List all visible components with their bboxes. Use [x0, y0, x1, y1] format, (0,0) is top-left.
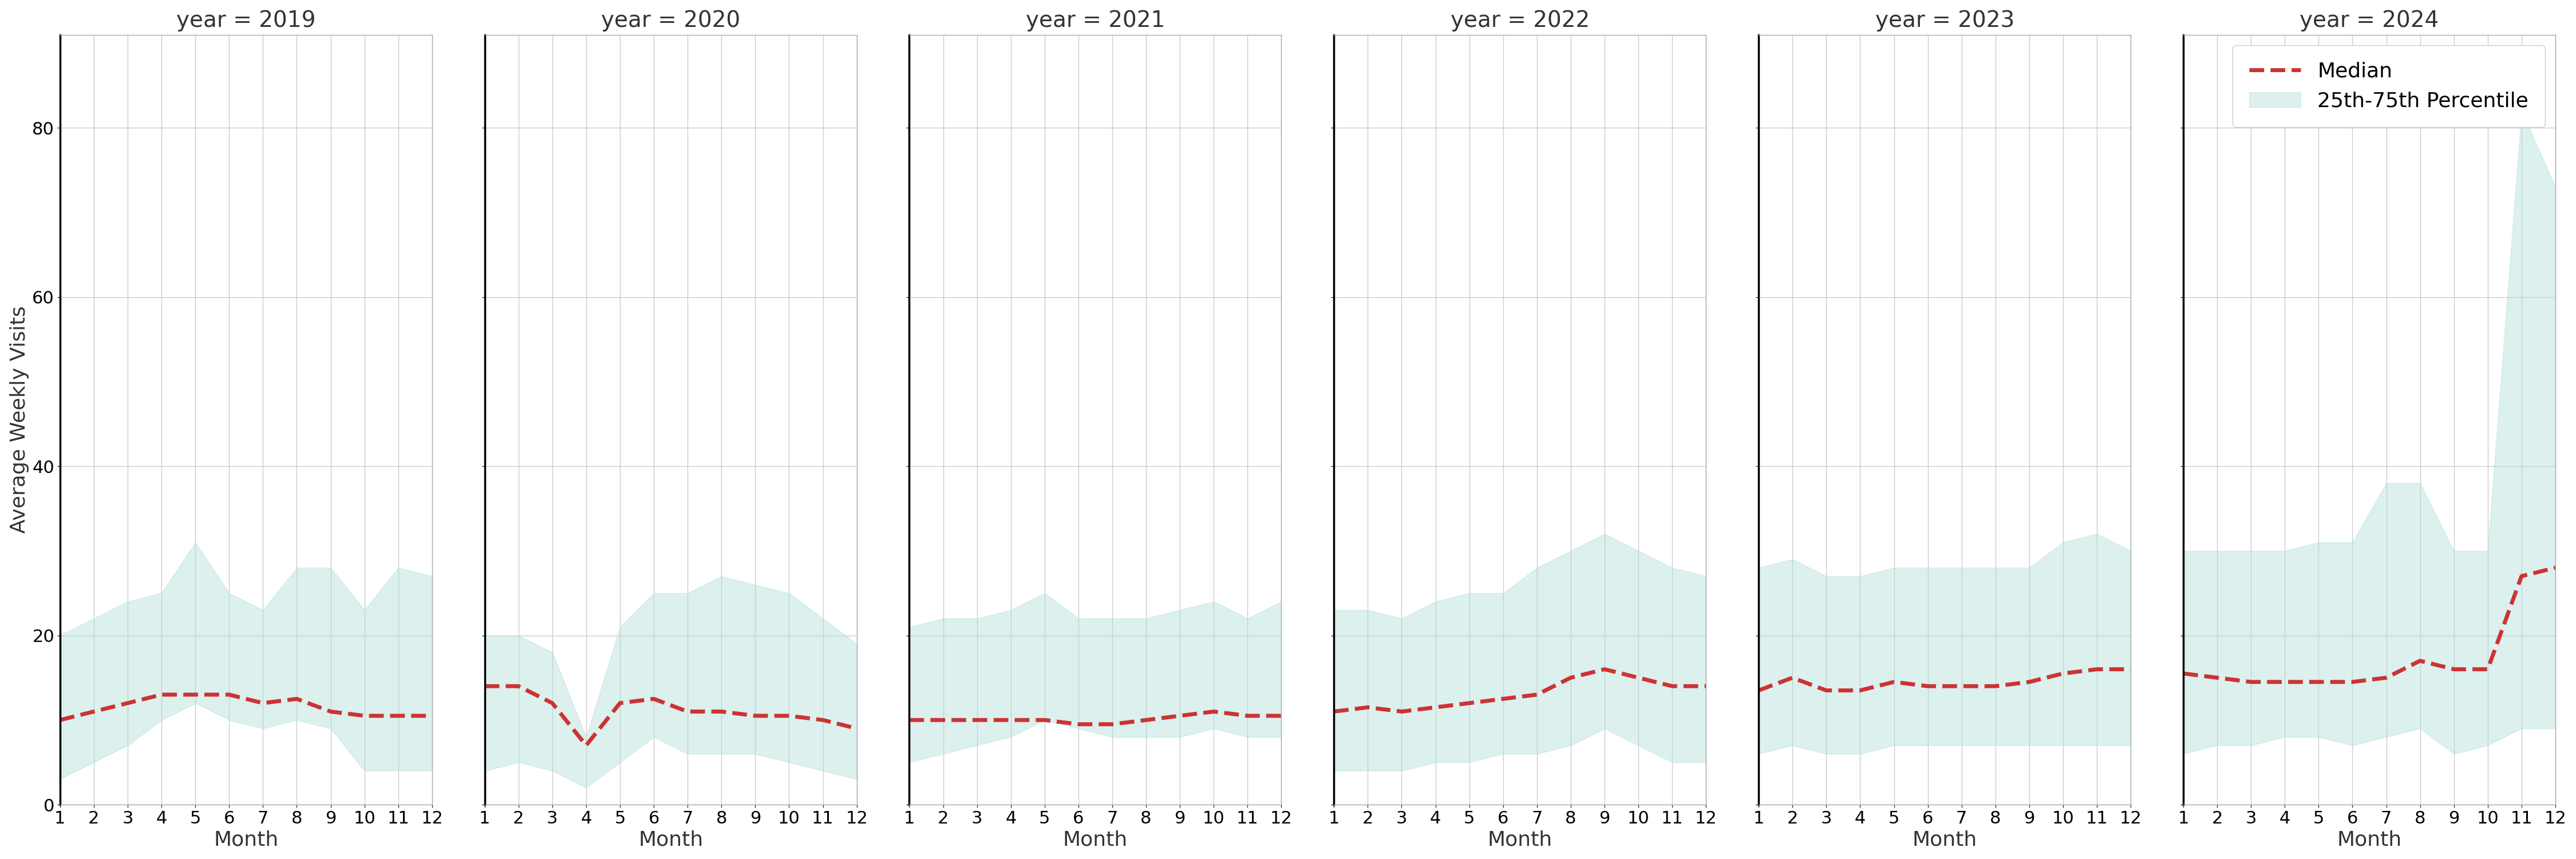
Y-axis label: Average Weekly Visits: Average Weekly Visits	[10, 306, 28, 533]
Median	[2403, 655, 2434, 666]
Median	[1945, 681, 1976, 691]
Median	[1522, 690, 1553, 700]
Median	[2336, 677, 2367, 687]
Median	[1097, 719, 1128, 729]
Median	[894, 715, 925, 725]
Median	[1623, 673, 1654, 683]
Median	[2473, 664, 2504, 674]
Median	[706, 706, 737, 716]
Median	[2540, 563, 2571, 573]
Median	[842, 723, 873, 734]
Title: year = 2019: year = 2019	[175, 9, 317, 31]
Median	[605, 698, 636, 709]
Median	[1844, 685, 1875, 696]
Median	[806, 715, 837, 725]
Median	[672, 706, 703, 716]
Median	[348, 710, 379, 721]
X-axis label: Month: Month	[1064, 830, 1128, 850]
Median	[1265, 710, 1296, 721]
Median	[469, 681, 500, 691]
Median	[1690, 681, 1721, 691]
X-axis label: Month: Month	[1486, 830, 1553, 850]
Line: Median: Median	[1334, 669, 1705, 711]
Median	[2014, 677, 2045, 687]
Title: year = 2022: year = 2022	[1450, 9, 1589, 31]
Median	[1811, 685, 1842, 696]
Median	[147, 690, 178, 700]
Median	[739, 710, 770, 721]
Median	[281, 694, 312, 704]
Median	[1981, 681, 2012, 691]
Line: Median: Median	[1759, 669, 2130, 691]
Median	[1489, 694, 1520, 704]
Median	[502, 681, 533, 691]
Median	[1386, 706, 1417, 716]
Median	[1744, 685, 1775, 696]
Median	[1164, 710, 1195, 721]
Line: Median: Median	[484, 686, 858, 746]
Median	[1131, 715, 1162, 725]
Median	[2236, 677, 2267, 687]
Title: year = 2020: year = 2020	[600, 9, 739, 31]
Median	[1556, 673, 1587, 683]
Title: year = 2023: year = 2023	[1875, 9, 2014, 31]
Median	[1064, 719, 1095, 729]
Median	[1656, 681, 1687, 691]
Median	[1030, 715, 1061, 725]
Median	[2370, 673, 2401, 683]
Median	[1319, 706, 1350, 716]
Median	[927, 715, 958, 725]
Median	[247, 698, 278, 709]
Median	[314, 706, 345, 716]
Median	[2048, 668, 2079, 679]
Median	[1878, 677, 1909, 687]
Median	[773, 710, 804, 721]
Median	[180, 690, 211, 700]
Median	[2303, 677, 2334, 687]
Median	[536, 698, 567, 709]
Median	[2115, 664, 2146, 674]
Median	[639, 694, 670, 704]
Median	[44, 715, 75, 725]
Median	[994, 715, 1025, 725]
Line: Median: Median	[59, 695, 433, 720]
Median	[2202, 673, 2233, 683]
Title: year = 2024: year = 2024	[2300, 9, 2439, 31]
Median	[77, 706, 108, 716]
Median	[1419, 702, 1450, 712]
Median	[1589, 664, 1620, 674]
Median	[2439, 664, 2470, 674]
Line: Median: Median	[909, 711, 1280, 724]
Median	[417, 710, 448, 721]
Median	[1352, 702, 1383, 712]
Median	[2081, 664, 2112, 674]
Median	[113, 698, 144, 709]
Median	[1777, 673, 1808, 683]
Line: Median: Median	[2184, 568, 2555, 682]
Median	[2269, 677, 2300, 687]
Median	[2506, 571, 2537, 582]
Median	[1911, 681, 1942, 691]
Median	[1453, 698, 1484, 709]
Median	[572, 740, 603, 751]
Title: year = 2021: year = 2021	[1025, 9, 1164, 31]
X-axis label: Month: Month	[1911, 830, 1978, 850]
X-axis label: Month: Month	[214, 830, 278, 850]
Median	[2169, 668, 2200, 679]
Median	[1231, 710, 1262, 721]
X-axis label: Month: Month	[639, 830, 703, 850]
Legend: Median, 25th-75th Percentile: Median, 25th-75th Percentile	[2233, 45, 2545, 127]
Median	[961, 715, 992, 725]
X-axis label: Month: Month	[2336, 830, 2401, 850]
Median	[214, 690, 245, 700]
Median	[1198, 706, 1229, 716]
Median	[384, 710, 415, 721]
